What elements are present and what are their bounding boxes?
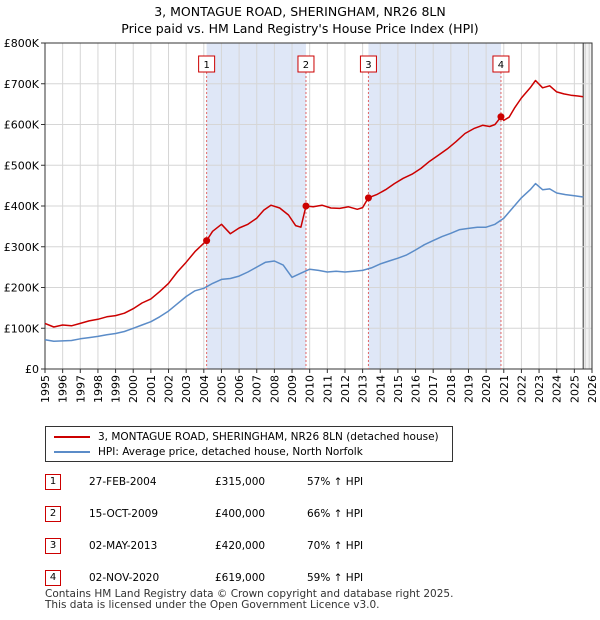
sale-label: 4	[498, 60, 504, 71]
sale-number-badge: 1	[45, 474, 61, 490]
sale-label: 3	[365, 60, 371, 71]
sale-label: 2	[303, 60, 309, 71]
sale-label-box	[297, 55, 315, 73]
chart-title: 3, MONTAGUE ROAD, SHERINGHAM, NR26 8LN P…	[0, 3, 600, 37]
sale-price: £400,000	[215, 508, 266, 520]
y-tick-label: £300K	[4, 241, 40, 254]
sale-label-box	[359, 55, 377, 73]
x-tick-label: 2023	[533, 375, 546, 403]
legend: 3, MONTAGUE ROAD, SHERINGHAM, NR26 8LN (…	[45, 426, 453, 462]
footer-line-2: This data is licensed under the Open Gov…	[45, 599, 380, 611]
sale-label-box	[198, 55, 216, 73]
legend-item-hpi: HPI: Average price, detached house, Nort…	[54, 445, 363, 459]
x-tick-label: 2022	[515, 375, 528, 403]
sale-price: £315,000	[215, 476, 266, 488]
legend-swatch-hpi	[54, 451, 90, 453]
sale-number-badge: 4	[45, 570, 61, 586]
sale-row: 1 27-FEB-2004 £315,000 57% ↑ HPI	[45, 474, 385, 490]
x-tick-label: 2017	[427, 375, 440, 403]
x-tick-label: 1998	[92, 375, 105, 403]
sale-date: 15-OCT-2009	[89, 508, 158, 520]
sale-row: 2 15-OCT-2009 £400,000 66% ↑ HPI	[45, 506, 385, 522]
y-tick-label: £700K	[4, 78, 40, 91]
sale-date: 02-NOV-2020	[89, 572, 160, 584]
sale-date: 02-MAY-2013	[89, 540, 158, 552]
footer-line-1: Contains HM Land Registry data © Crown c…	[45, 588, 454, 600]
x-tick-label: 2021	[498, 375, 511, 403]
x-tick-label: 2002	[163, 375, 176, 403]
x-tick-label: 2013	[357, 375, 370, 403]
x-tick-label: 2006	[233, 375, 246, 403]
sale-label-box	[492, 55, 510, 73]
x-tick-label: 2010	[304, 375, 317, 403]
legend-item-property: 3, MONTAGUE ROAD, SHERINGHAM, NR26 8LN (…	[54, 430, 439, 444]
x-tick-label: 1996	[57, 375, 70, 403]
y-tick-label: £100K	[4, 322, 40, 335]
x-tick-label: 2008	[268, 375, 281, 403]
y-tick-label: £500K	[4, 159, 40, 172]
sale-price: £619,000	[215, 572, 266, 584]
sale-row: 3 02-MAY-2013 £420,000 70% ↑ HPI	[45, 538, 385, 554]
legend-label-property: 3, MONTAGUE ROAD, SHERINGHAM, NR26 8LN (…	[98, 431, 439, 443]
sale-hpi-change: 70% ↑ HPI	[307, 540, 364, 552]
x-tick-label: 2020	[480, 375, 493, 403]
legend-label-hpi: HPI: Average price, detached house, Nort…	[98, 446, 363, 458]
x-tick-label: 2005	[215, 375, 228, 403]
plot-frame	[44, 42, 593, 370]
x-tick-label: 2024	[551, 375, 564, 403]
title-line-1: 3, MONTAGUE ROAD, SHERINGHAM, NR26 8LN	[154, 4, 446, 19]
x-tick-label: 2026	[586, 375, 599, 403]
x-tick-label: 2007	[251, 375, 264, 403]
sale-hpi-change: 66% ↑ HPI	[307, 508, 364, 520]
price-chart: £0 £100K £200K £300K £400K £500K £600K £700K £80…	[4, 37, 599, 403]
x-tick-label: 2015	[392, 375, 405, 403]
y-tick-label: £0	[25, 363, 39, 376]
x-tick-label: 2018	[445, 375, 458, 403]
property-price-line	[44, 79, 584, 328]
legend-swatch-property	[54, 436, 90, 438]
x-tick-label: 2014	[374, 375, 387, 403]
x-tick-label: 1995	[39, 375, 52, 403]
y-tick-label: £800K	[4, 37, 40, 50]
x-tick-label: 2000	[127, 375, 140, 403]
y-tick-label: £200K	[4, 282, 40, 295]
x-tick-label: 1997	[74, 375, 87, 403]
x-tick-label: 2012	[339, 375, 352, 403]
sale-point	[302, 202, 310, 210]
sale-row: 4 02-NOV-2020 £619,000 59% ↑ HPI	[45, 570, 385, 586]
x-tick-label: 2011	[321, 375, 334, 403]
sale-hpi-change: 59% ↑ HPI	[307, 572, 364, 584]
sale-point	[203, 237, 211, 245]
sale-number-badge: 3	[45, 538, 61, 554]
x-tick-label: 1999	[110, 375, 123, 403]
x-tick-label: 2009	[286, 375, 299, 403]
sale-point	[497, 113, 505, 121]
sale-label: 1	[203, 60, 209, 71]
x-tick-label: 2016	[410, 375, 423, 403]
x-tick-label: 2004	[198, 375, 211, 403]
x-tick-label: 2025	[568, 375, 581, 403]
title-line-2: Price paid vs. HM Land Registry's House …	[121, 21, 479, 36]
sale-price: £420,000	[215, 540, 266, 552]
x-tick-label: 2003	[180, 375, 193, 403]
y-tick-label: £400K	[4, 200, 40, 213]
hpi-line	[44, 182, 584, 343]
sale-number-badge: 2	[45, 506, 61, 522]
footer: Contains HM Land Registry data © Crown c…	[45, 589, 453, 611]
x-tick-label: 2001	[145, 375, 158, 403]
sale-hpi-change: 57% ↑ HPI	[307, 476, 364, 488]
x-tick-label: 2019	[462, 375, 475, 403]
y-tick-label: £600K	[4, 119, 40, 132]
sale-date: 27-FEB-2004	[89, 476, 157, 488]
sale-point	[364, 194, 372, 202]
